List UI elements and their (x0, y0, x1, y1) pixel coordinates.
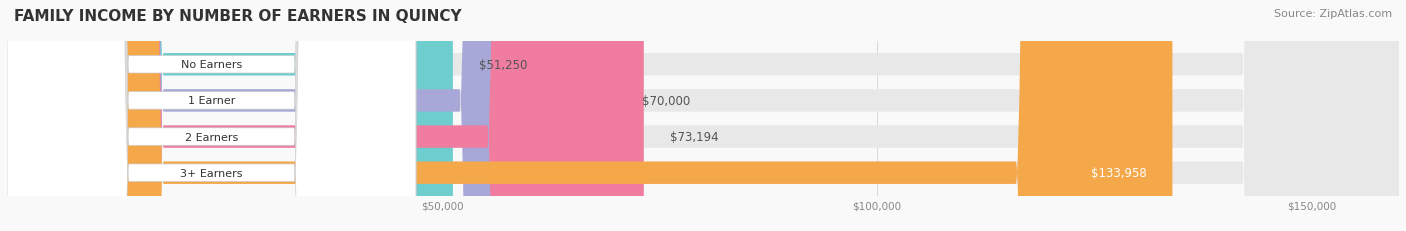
Text: No Earners: No Earners (181, 60, 242, 70)
FancyBboxPatch shape (7, 0, 1399, 231)
FancyBboxPatch shape (7, 0, 1399, 231)
FancyBboxPatch shape (7, 0, 1399, 231)
Text: 3+ Earners: 3+ Earners (180, 168, 243, 178)
Text: Source: ZipAtlas.com: Source: ZipAtlas.com (1274, 9, 1392, 19)
FancyBboxPatch shape (7, 0, 644, 231)
Text: 2 Earners: 2 Earners (184, 132, 238, 142)
Text: $133,958: $133,958 (1091, 167, 1146, 179)
FancyBboxPatch shape (7, 0, 416, 231)
Text: FAMILY INCOME BY NUMBER OF EARNERS IN QUINCY: FAMILY INCOME BY NUMBER OF EARNERS IN QU… (14, 9, 461, 24)
FancyBboxPatch shape (7, 0, 1399, 231)
FancyBboxPatch shape (7, 0, 453, 231)
FancyBboxPatch shape (7, 0, 616, 231)
FancyBboxPatch shape (7, 0, 416, 231)
Text: $51,250: $51,250 (479, 58, 527, 71)
Text: 1 Earner: 1 Earner (188, 96, 235, 106)
Text: $73,194: $73,194 (669, 131, 718, 143)
Text: $70,000: $70,000 (643, 94, 690, 107)
FancyBboxPatch shape (7, 0, 416, 231)
FancyBboxPatch shape (7, 0, 416, 231)
FancyBboxPatch shape (7, 0, 1173, 231)
